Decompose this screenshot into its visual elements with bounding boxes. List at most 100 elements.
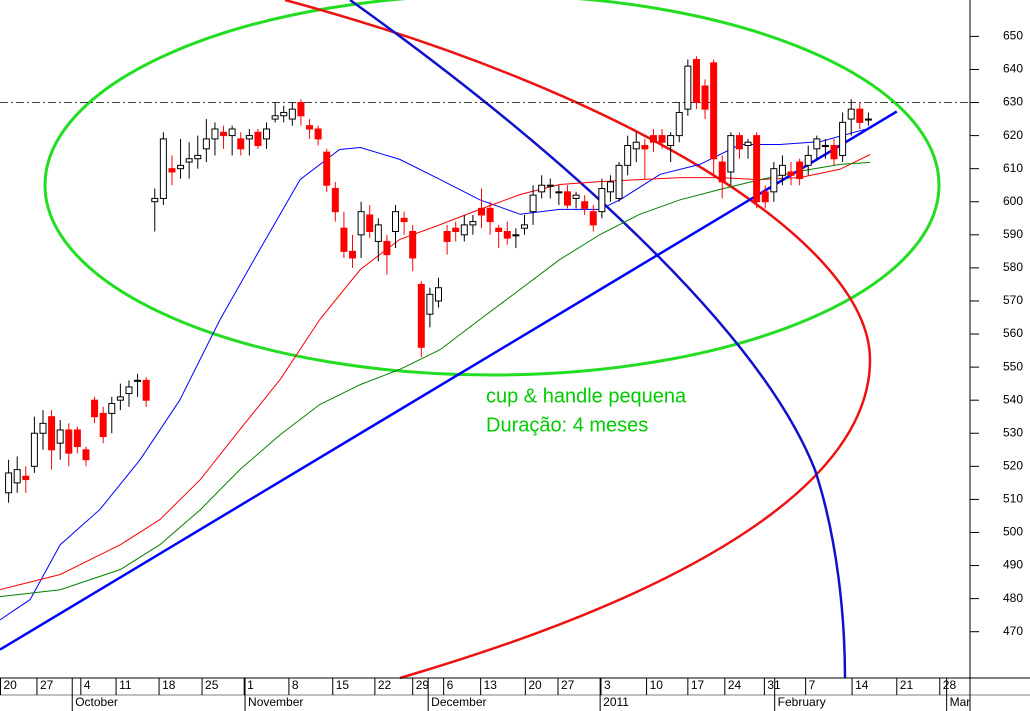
candle-body [349, 250, 357, 259]
candle-body [546, 184, 554, 187]
x-tick-label: 24 [728, 678, 742, 692]
candle-body [202, 138, 210, 150]
candle-body [632, 141, 640, 150]
x-tick-label: 15 [336, 678, 350, 692]
candle-body [796, 161, 804, 180]
candle-body [864, 118, 872, 121]
moving-average [0, 154, 871, 591]
candle-body [830, 145, 838, 160]
month-label: November [248, 695, 303, 709]
y-tick-label: 620 [1003, 128, 1023, 142]
x-tick-label: 22 [378, 678, 392, 692]
candle-body [392, 211, 400, 233]
x-tick-label: 18 [162, 678, 176, 692]
candle-body [710, 62, 718, 160]
candle-body [649, 135, 657, 143]
candle-body [331, 188, 339, 213]
annotation-text: cup & handle pequena [486, 385, 687, 407]
candle-body [555, 191, 563, 194]
candle-body [228, 128, 236, 137]
y-tick-label: 490 [1003, 558, 1023, 572]
candle-body [314, 128, 322, 140]
candle-body [589, 211, 597, 226]
y-tick-label: 570 [1003, 293, 1023, 307]
candle-body [486, 207, 494, 223]
candle-body [254, 131, 262, 147]
candle-body [572, 194, 580, 199]
candle-body [263, 128, 271, 140]
y-tick-label: 500 [1003, 525, 1023, 539]
candle-body [563, 191, 571, 206]
candle-body [82, 449, 90, 461]
candle-body [306, 125, 314, 130]
candle-body [770, 168, 778, 193]
candle-body [624, 145, 632, 166]
candle-body [374, 224, 382, 242]
month-label: 2011 [603, 695, 629, 709]
x-tick-label: 17 [691, 678, 705, 692]
candle-body [495, 227, 503, 233]
moving-average [0, 161, 871, 598]
candle-body [288, 108, 296, 120]
y-tick-label: 580 [1003, 260, 1023, 274]
candle-body [91, 399, 99, 418]
candle-body [323, 151, 331, 186]
x-tick-label: 20 [528, 678, 542, 692]
x-tick-label: 6 [447, 678, 454, 692]
candle-body [735, 135, 743, 150]
x-tick-label: 7 [809, 678, 816, 692]
candle-body [804, 154, 812, 166]
candle-body [477, 207, 485, 216]
candle-body [856, 108, 864, 123]
candle-body [48, 416, 56, 451]
y-tick-label: 640 [1003, 62, 1023, 76]
x-tick-label: 27 [40, 678, 54, 692]
candle-body [194, 154, 202, 160]
x-tick-label: 3 [604, 678, 611, 692]
candle-body [151, 197, 159, 203]
x-tick-label: 25 [205, 678, 219, 692]
candle-body [744, 141, 752, 147]
candle-body [73, 429, 81, 447]
candle-body [761, 191, 769, 203]
month-label: December [431, 695, 486, 709]
candle-body [168, 168, 176, 173]
y-tick-label: 560 [1003, 326, 1023, 340]
red-arc [284, 0, 872, 680]
x-tick-label: 21 [900, 678, 914, 692]
moving-average [0, 128, 866, 621]
candle-body [469, 221, 477, 226]
y-tick-label: 650 [1003, 29, 1023, 43]
green-ellipse [43, 0, 941, 377]
candle-body [684, 65, 692, 110]
candle-body [658, 135, 666, 143]
y-tick-label: 530 [1003, 425, 1023, 439]
candle-body [211, 128, 219, 140]
candle-body [435, 287, 443, 302]
y-tick-label: 630 [1003, 95, 1023, 109]
y-tick-label: 590 [1003, 227, 1023, 241]
month-label: February [778, 695, 826, 709]
candle-body [357, 211, 365, 236]
candle-body [340, 227, 348, 252]
x-tick-label: 10 [650, 678, 664, 692]
candle-body [409, 231, 417, 259]
candle-body [667, 135, 675, 147]
candle-body [65, 429, 73, 454]
candle-body [245, 135, 253, 140]
candle-body [220, 131, 228, 137]
y-tick-label: 470 [1003, 624, 1023, 638]
candle-body [443, 231, 451, 242]
y-tick-label: 550 [1003, 359, 1023, 373]
candle-body [753, 135, 761, 203]
candle-body [718, 161, 726, 183]
candle-body [125, 386, 133, 395]
candle-body [177, 164, 185, 170]
candle-body [99, 412, 107, 438]
y-tick-label: 600 [1003, 194, 1023, 208]
annotation-shapes [43, 0, 941, 680]
candle-body [13, 469, 21, 484]
candle-body [134, 379, 142, 382]
blue-arc [349, 0, 847, 679]
